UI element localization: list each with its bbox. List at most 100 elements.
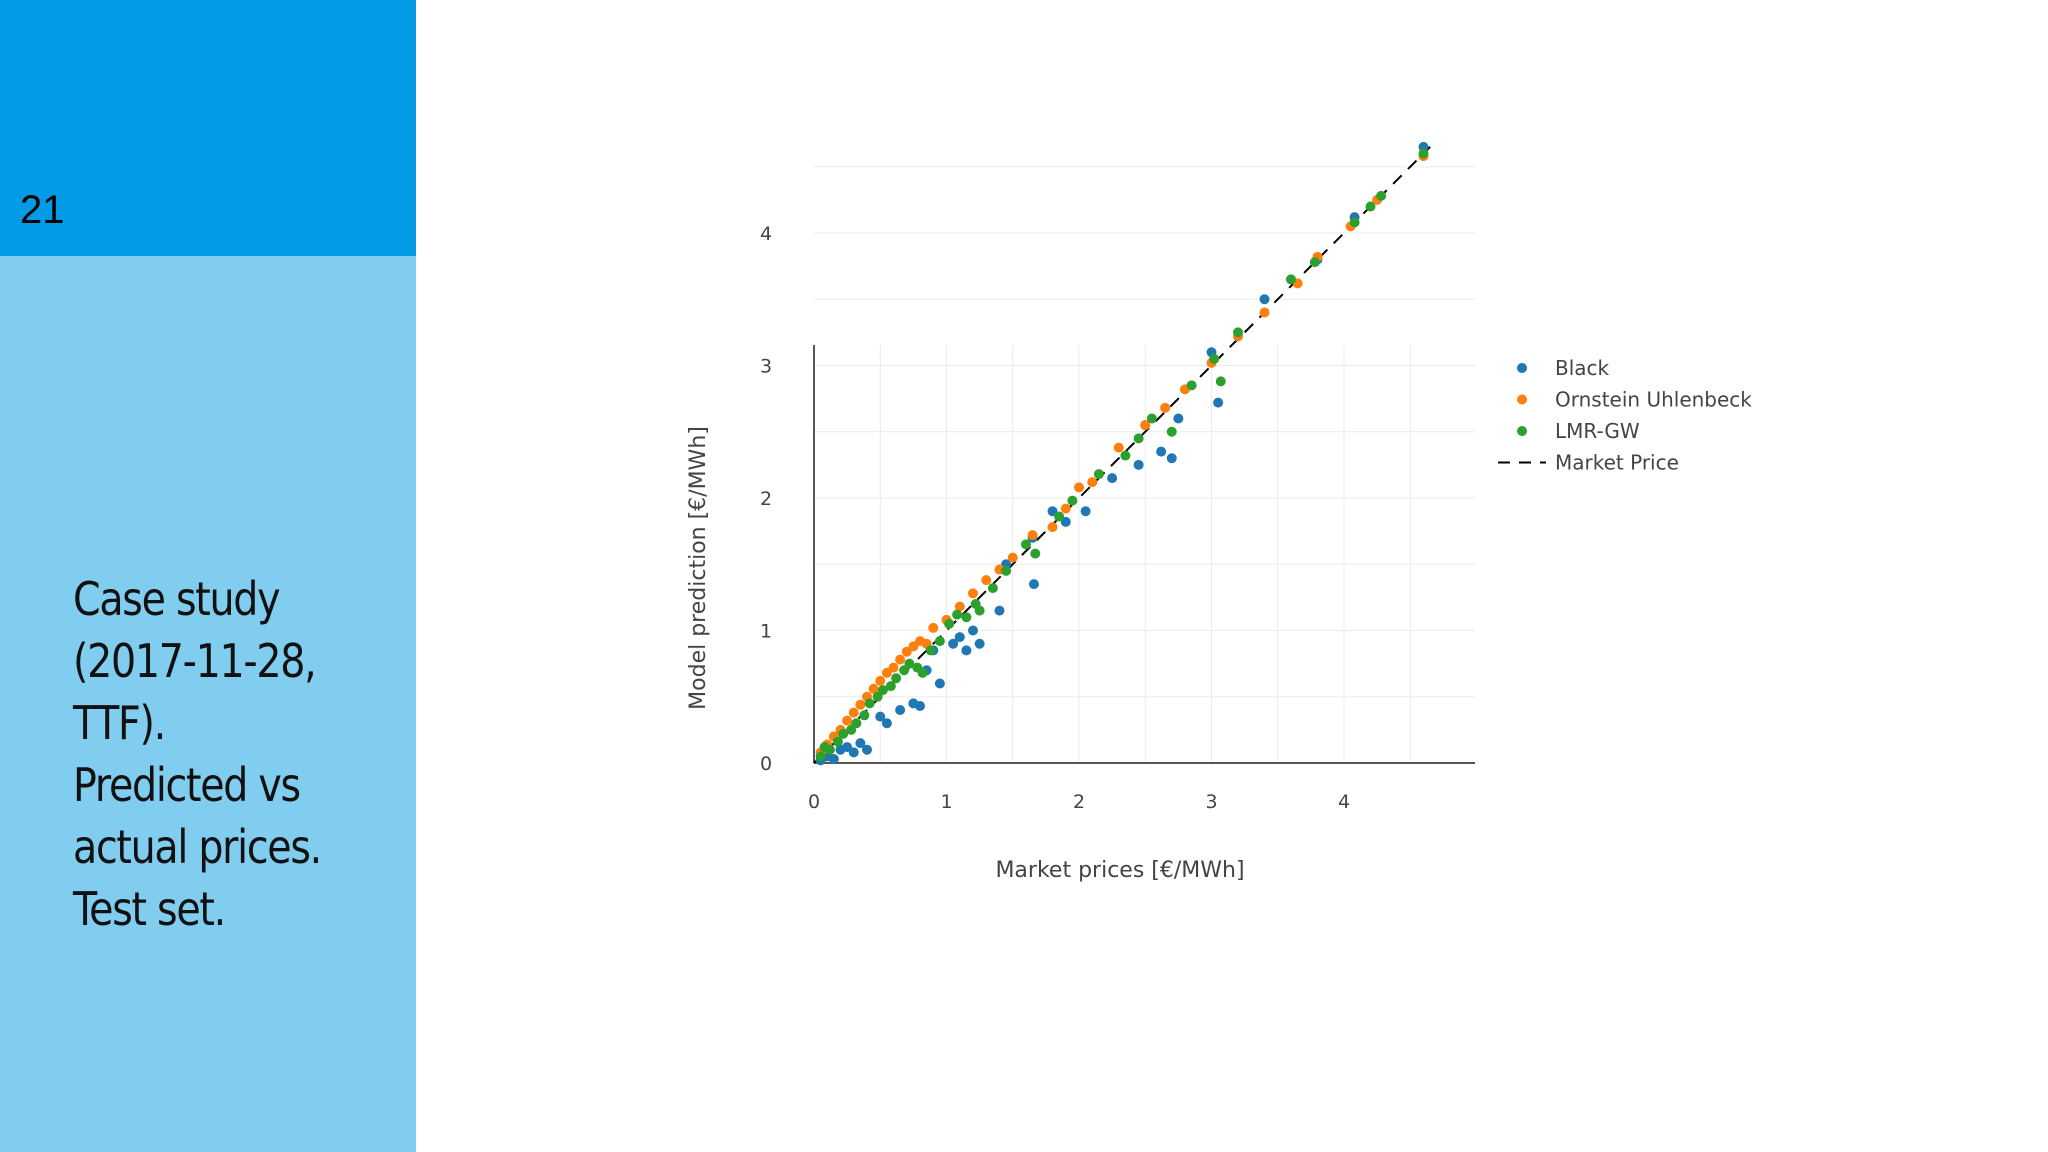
data-point xyxy=(1376,190,1387,201)
data-point xyxy=(1074,482,1084,493)
data-point xyxy=(1133,433,1144,444)
data-point xyxy=(1001,565,1012,576)
data-point xyxy=(944,618,955,629)
caption-line: Predicted vs xyxy=(73,758,301,812)
data-point xyxy=(981,575,992,586)
data-point xyxy=(1259,307,1270,318)
y-tick-label: 3 xyxy=(760,356,772,378)
data-point xyxy=(815,751,826,762)
data-point xyxy=(1160,402,1171,413)
data-point xyxy=(1007,552,1018,563)
x-tick-label: 1 xyxy=(940,791,952,813)
data-point xyxy=(1259,294,1270,305)
data-point xyxy=(961,645,972,656)
chart-tick-labels: 0 1 2 3 4 0 1 2 3 4 xyxy=(760,223,1350,813)
data-point xyxy=(952,609,963,620)
data-point xyxy=(1030,548,1041,559)
data-point xyxy=(928,622,939,633)
data-point xyxy=(885,681,896,692)
data-point xyxy=(851,718,862,729)
y-tick-label: 0 xyxy=(760,753,772,775)
data-point xyxy=(1028,579,1039,590)
data-point xyxy=(1060,503,1071,514)
data-point xyxy=(904,658,915,669)
data-point xyxy=(1140,420,1151,431)
y-tick-label: 4 xyxy=(760,223,772,245)
data-point xyxy=(868,683,879,694)
x-tick-label: 4 xyxy=(1338,791,1350,813)
data-point xyxy=(1093,469,1104,480)
chart-gridlines xyxy=(814,166,1475,763)
data-point xyxy=(888,662,899,673)
data-point xyxy=(1047,522,1058,533)
y-tick-label: 1 xyxy=(760,621,772,643)
data-point xyxy=(848,747,859,758)
caption-line: actual prices. xyxy=(73,820,322,874)
data-point xyxy=(1027,530,1038,541)
caption-line: Case study xyxy=(73,572,281,626)
x-tick-label: 0 xyxy=(808,791,820,813)
data-point xyxy=(875,711,886,722)
data-point xyxy=(1087,477,1098,488)
data-point xyxy=(1186,380,1197,391)
data-point xyxy=(994,605,1005,616)
caption-line: TTF). xyxy=(73,696,166,750)
data-point xyxy=(954,632,965,643)
data-point xyxy=(954,601,965,612)
legend-marker xyxy=(1517,426,1527,436)
legend-label: LMR-GW xyxy=(1555,419,1640,443)
data-point xyxy=(848,707,859,718)
data-point xyxy=(1349,217,1360,228)
data-point xyxy=(974,605,985,616)
data-point xyxy=(1213,397,1224,408)
caption-line: Test set. xyxy=(73,882,226,936)
data-point xyxy=(1166,453,1177,464)
data-point xyxy=(1107,473,1118,484)
y-axis-title: Model prediction [€/MWh] xyxy=(686,426,711,710)
data-point xyxy=(917,667,928,678)
data-point xyxy=(1120,450,1131,461)
data-point xyxy=(881,718,892,729)
data-point xyxy=(1173,413,1184,424)
data-point xyxy=(968,625,978,636)
data-point xyxy=(934,678,945,689)
chart-axes xyxy=(813,345,1475,764)
x-axis-title: Market prices [€/MWh] xyxy=(995,858,1244,883)
chart-points xyxy=(815,141,1429,766)
legend-label: Ornstein Uhlenbeck xyxy=(1555,388,1752,412)
data-point xyxy=(948,638,959,649)
data-point xyxy=(1067,495,1078,506)
data-point xyxy=(895,705,906,715)
y-tick-label: 2 xyxy=(760,488,772,510)
x-tick-label: 3 xyxy=(1205,791,1217,813)
data-point xyxy=(1156,446,1167,457)
data-point xyxy=(1309,257,1320,268)
data-point xyxy=(1133,459,1144,470)
data-point xyxy=(915,701,925,712)
legend-label: Market Price xyxy=(1555,451,1679,475)
data-point xyxy=(855,699,866,710)
legend-label: Black xyxy=(1555,356,1610,380)
sidebar-bottom-panel: Case study (2017-11-28, TTF). Predicted … xyxy=(0,256,416,1152)
data-point xyxy=(824,744,835,755)
legend-marker xyxy=(1517,363,1527,373)
data-point xyxy=(842,715,853,726)
data-point xyxy=(838,728,849,739)
data-point xyxy=(891,673,902,684)
data-point xyxy=(877,685,888,696)
data-point xyxy=(862,744,872,755)
data-point xyxy=(1365,201,1376,212)
data-point xyxy=(1215,376,1226,387)
sidebar-top-panel: 21 xyxy=(0,0,416,256)
data-point xyxy=(864,698,875,709)
data-point xyxy=(1418,148,1429,159)
data-point xyxy=(1166,426,1177,437)
slide-caption: Case study (2017-11-28, TTF). Predicted … xyxy=(73,568,348,940)
data-point xyxy=(987,583,998,594)
data-point xyxy=(934,636,945,647)
data-point xyxy=(855,738,866,749)
data-point xyxy=(925,645,936,656)
data-point xyxy=(828,754,839,765)
data-point xyxy=(974,638,985,649)
